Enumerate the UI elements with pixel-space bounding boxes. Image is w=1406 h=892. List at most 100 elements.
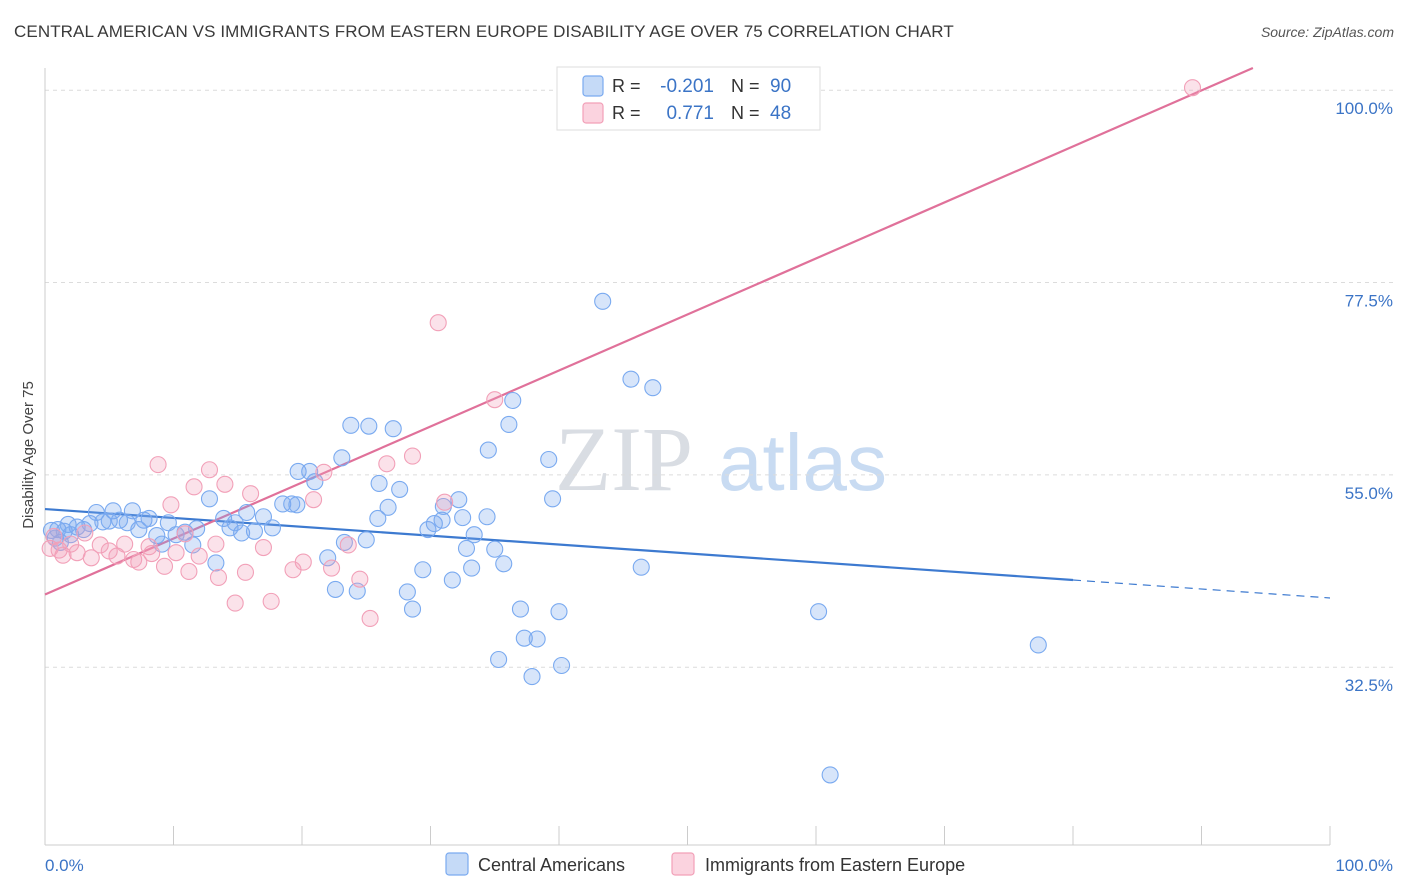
y-tick-labels: 32.5% 55.0% 77.5% 100.0% [1335,99,1393,695]
legend-swatch-central-americans [445,852,469,876]
point-eastern-europe [323,559,341,577]
point-central-americans [414,561,432,579]
point-central-americans [433,511,451,529]
point-eastern-europe [436,493,454,511]
stats-swatch-pink [582,102,604,124]
point-central-americans [454,509,472,527]
point-eastern-europe [130,553,148,571]
point-eastern-europe [62,535,80,553]
data-points [41,79,1202,784]
point-central-americans [226,514,244,532]
point-central-americans [515,629,533,647]
point-central-americans [1029,636,1047,654]
point-eastern-europe [216,475,234,493]
point-central-americans [159,514,177,532]
point-central-americans [123,502,141,520]
point-central-americans [384,420,402,438]
point-central-americans [283,495,301,513]
point-eastern-europe [176,525,194,543]
point-central-americans [553,656,571,675]
stats-n-value-2: 48 [770,103,791,124]
point-central-americans [254,508,273,526]
trend-line [44,66,1254,596]
point-eastern-europe [486,391,504,409]
point-eastern-europe [167,544,185,562]
point-central-americans [594,292,612,310]
point-central-americans [644,379,662,397]
point-central-americans [140,509,158,528]
point-central-americans [419,521,437,539]
point-eastern-europe [429,314,447,332]
point-eastern-europe [82,549,100,567]
point-central-americans [245,522,264,540]
point-central-americans [478,508,496,526]
point-central-americans [333,449,351,467]
point-central-americans [369,509,387,528]
point-eastern-europe [378,455,396,473]
trend-line-extension [1072,579,1331,599]
point-central-americans [443,571,461,589]
grid-lines [45,89,1393,668]
point-eastern-europe [91,536,109,554]
point-central-americans [233,524,251,542]
legend-label-central-americans: Central Americans [478,855,625,875]
x-tick-label: 100.0% [1335,856,1393,875]
stats-n-value-1: 90 [770,76,791,97]
y-tick-label: 100.0% [1335,99,1393,118]
x-tick-label: 0.0% [45,856,84,875]
stats-r-value-1: -0.201 [660,76,714,97]
point-central-americans [326,580,344,598]
point-eastern-europe [339,536,357,554]
point-central-americans [379,498,397,516]
point-central-americans [550,603,568,621]
y-tick-label: 32.5% [1345,676,1393,695]
point-central-americans [104,502,122,520]
y-axis-label: Disability Age Over 75 [20,381,37,529]
point-eastern-europe [294,553,312,571]
point-eastern-europe [190,547,208,565]
point-eastern-europe [76,524,94,542]
point-central-americans [544,490,562,508]
point-central-americans [360,417,378,435]
stats-swatch-blue [582,75,604,97]
point-central-americans [238,503,256,522]
point-central-americans [357,531,375,549]
point-central-americans [398,583,416,601]
point-eastern-europe [143,544,161,563]
point-central-americans [263,519,281,537]
point-central-americans [94,513,112,531]
point-central-americans [528,630,546,648]
point-central-americans [632,558,650,576]
point-eastern-europe [226,594,244,612]
point-central-americans [207,554,225,572]
legend: Central Americans Immigrants from Easter… [445,852,965,876]
legend-label-eastern-europe: Immigrants from Eastern Europe [705,855,965,875]
point-eastern-europe [116,535,134,553]
point-central-americans [403,600,422,618]
point-central-americans [479,441,497,459]
point-eastern-europe [200,461,219,479]
point-central-americans [289,462,307,481]
stats-n-label-1: N = [731,76,760,96]
point-eastern-europe [1183,79,1202,97]
point-central-americans [319,549,337,567]
point-eastern-europe [162,496,180,514]
point-eastern-europe [315,463,333,481]
point-eastern-europe [149,456,167,474]
stats-r-label-2: R = [612,103,641,123]
point-central-americans [391,480,409,498]
stats-box: R = -0.201 N = 90 R = 0.771 N = 48 [556,66,821,131]
point-central-americans [342,416,360,434]
point-central-americans [87,503,105,522]
y-tick-label: 55.0% [1345,484,1393,503]
point-eastern-europe [236,563,255,581]
watermark: ZIP atlas [555,408,887,510]
point-eastern-europe [207,535,225,553]
point-eastern-europe [242,485,260,503]
point-central-americans [622,370,640,388]
point-eastern-europe [108,547,126,565]
point-central-americans [200,490,219,508]
point-eastern-europe [361,609,379,628]
point-central-americans [504,391,522,410]
point-eastern-europe [403,447,422,465]
